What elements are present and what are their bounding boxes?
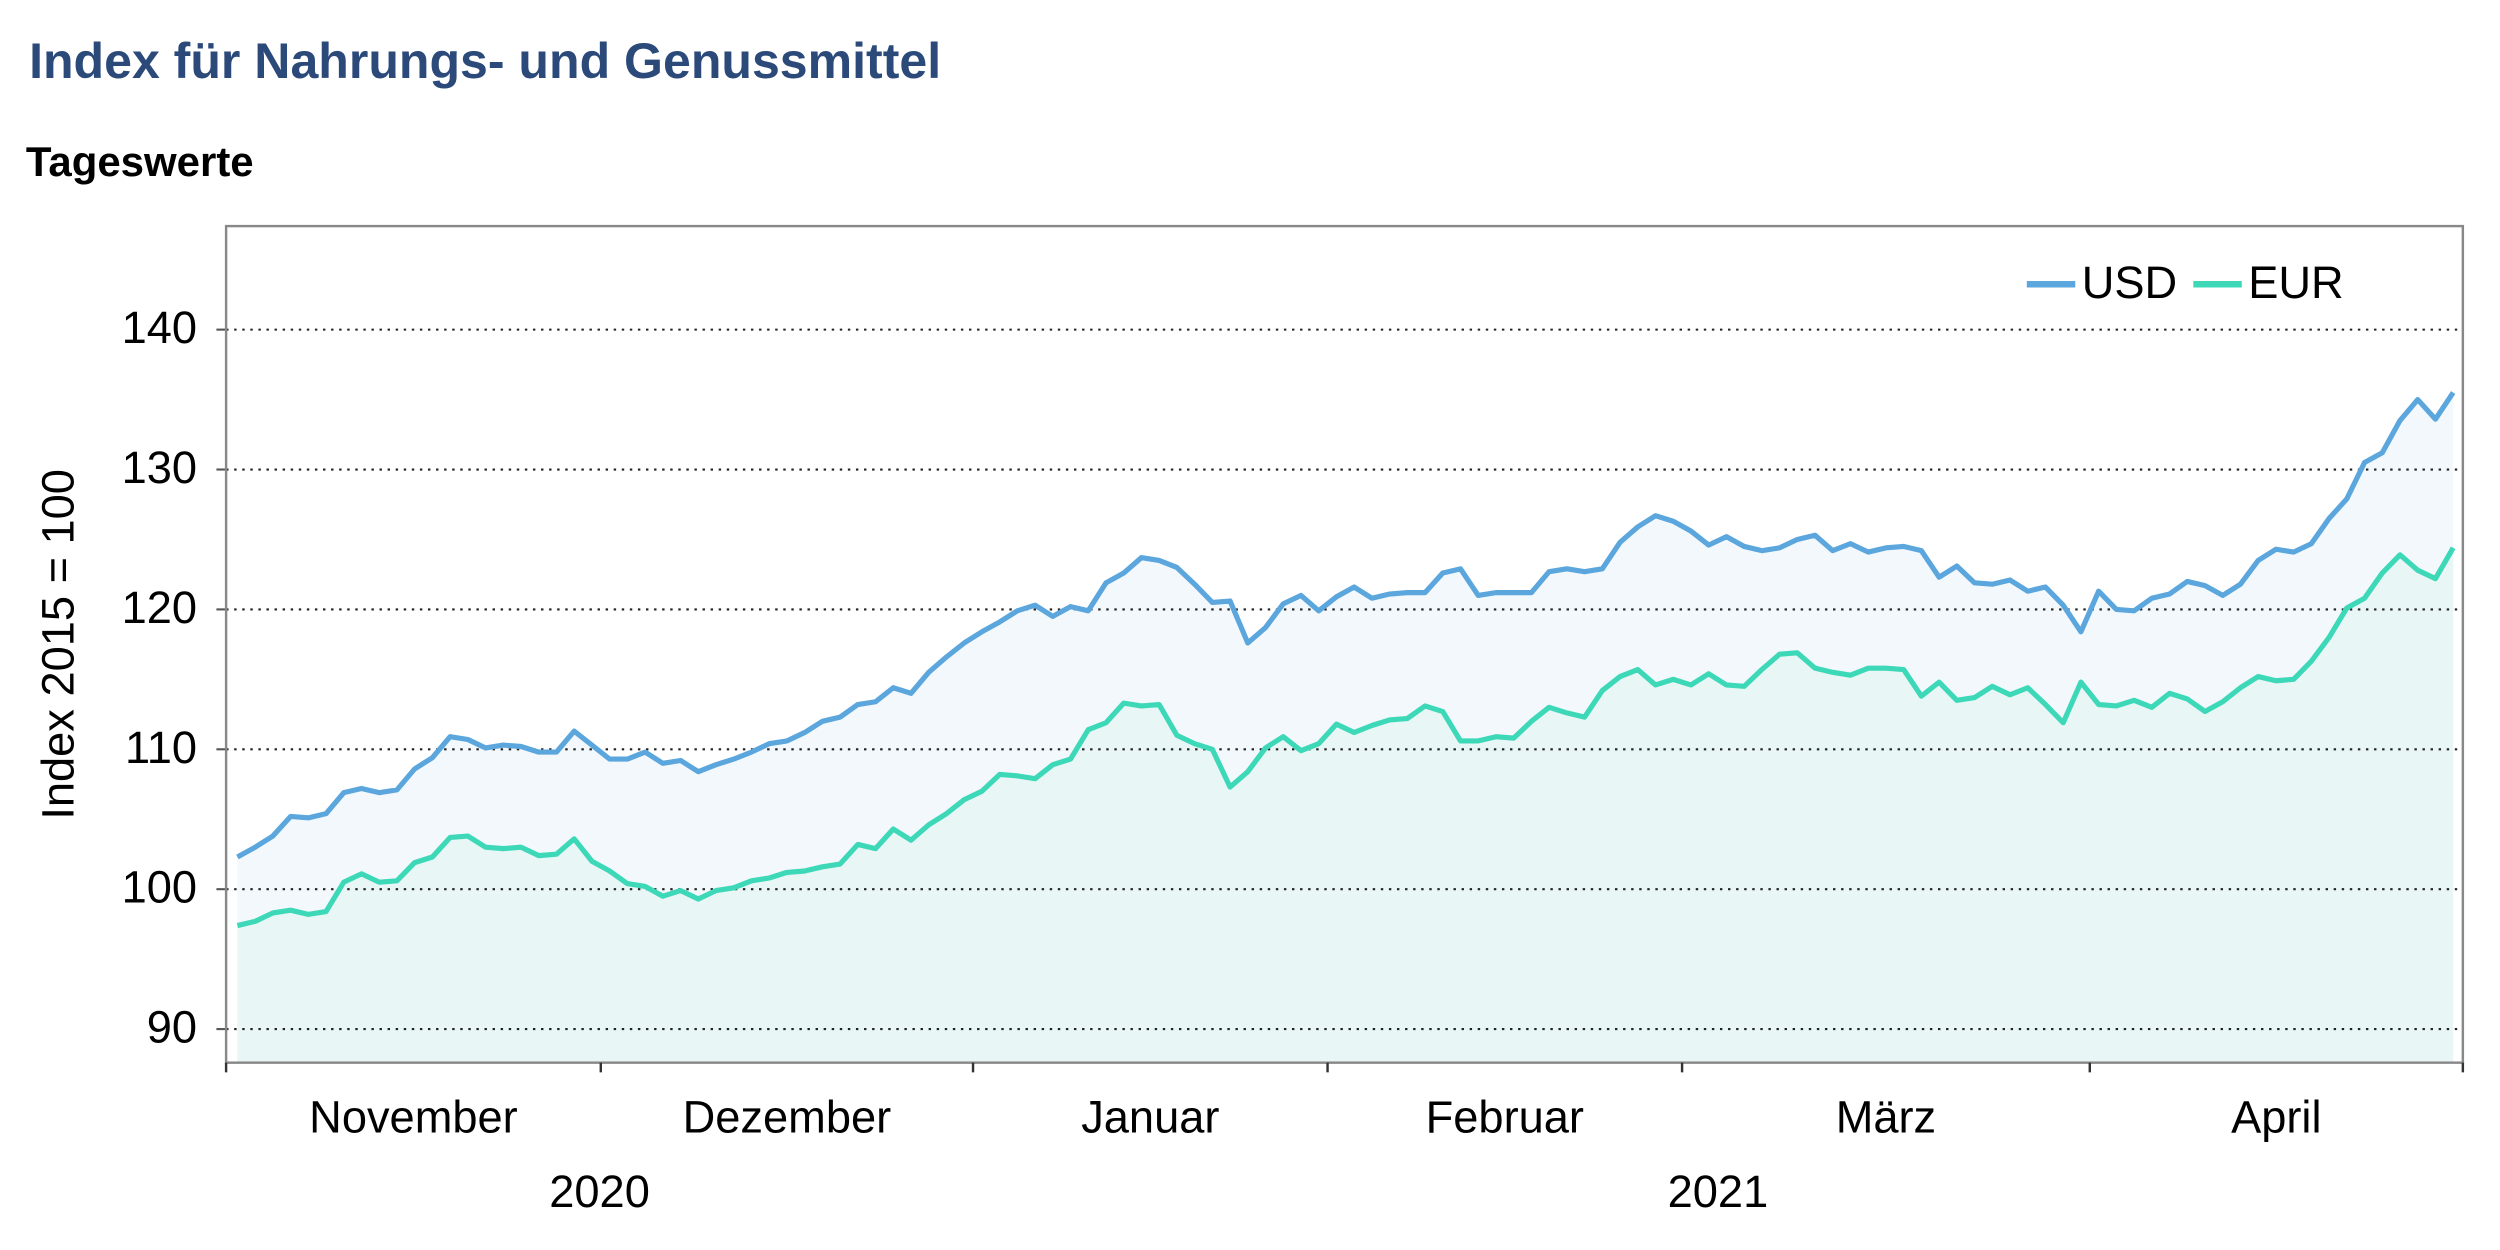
- y-tick-label: 130: [122, 442, 197, 493]
- y-tick-label: 120: [122, 582, 197, 633]
- area: [237, 547, 2454, 1063]
- chart-title: Index für Nahrungs- und Genussmittel: [29, 33, 941, 89]
- x-tick-label: Dezember: [683, 1092, 892, 1143]
- x-tick-label: April: [2231, 1092, 2321, 1143]
- y-tick-label: 140: [122, 302, 197, 353]
- year-label: 2020: [549, 1166, 650, 1217]
- y-tick-label: 90: [147, 1002, 197, 1053]
- x-tick-label: März: [1836, 1092, 1936, 1143]
- y-axis-label: Index 2015 = 100: [32, 469, 83, 820]
- plot-frame: [224, 224, 2465, 1064]
- x-tick-label: Januar: [1081, 1092, 1219, 1143]
- legend-label: EUR: [2248, 257, 2343, 308]
- y-tick-label: 110: [125, 722, 197, 773]
- line: [236, 391, 2456, 860]
- chart-subtitle: Tageswerte: [26, 138, 254, 185]
- y-tick-label: 100: [122, 862, 197, 913]
- legend-label: USD: [2082, 257, 2177, 308]
- x-tick-label: November: [309, 1092, 518, 1143]
- x-tick-label: Februar: [1426, 1092, 1584, 1143]
- line: [236, 546, 2456, 929]
- year-label: 2021: [1668, 1166, 1769, 1217]
